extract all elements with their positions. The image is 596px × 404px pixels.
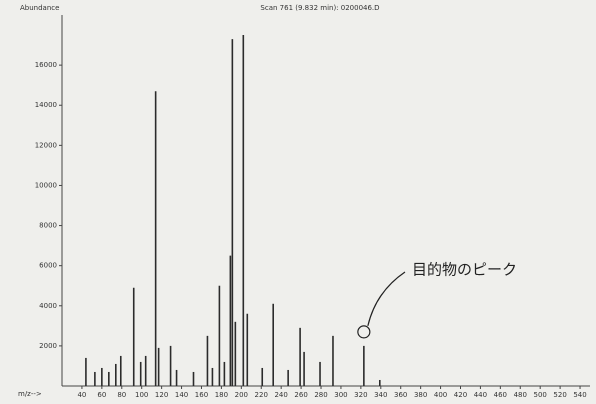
x-tick-label: 480 bbox=[514, 391, 527, 399]
x-tick-label: 260 bbox=[294, 391, 307, 399]
x-tick-label: 100 bbox=[135, 391, 148, 399]
y-tick-label: 16000 bbox=[35, 61, 57, 69]
y-tick-label: 14000 bbox=[35, 101, 57, 109]
y-axis-label: Abundance bbox=[20, 4, 59, 12]
x-tick-label: 80 bbox=[117, 391, 126, 399]
x-tick-label: 240 bbox=[274, 391, 287, 399]
x-tick-label: 420 bbox=[454, 391, 467, 399]
x-tick-label: 520 bbox=[553, 391, 566, 399]
x-tick-label: 200 bbox=[235, 391, 248, 399]
x-tick-label: 500 bbox=[534, 391, 547, 399]
y-tick-label: 4000 bbox=[39, 302, 57, 310]
y-tick-label: 12000 bbox=[35, 141, 57, 149]
y-tick-label: 6000 bbox=[39, 262, 57, 270]
x-tick-label: 120 bbox=[155, 391, 168, 399]
page: {"chart_data": { "type": "bar", "title":… bbox=[0, 0, 596, 404]
x-tick-label: 180 bbox=[215, 391, 228, 399]
x-tick-label: 280 bbox=[314, 391, 327, 399]
y-tick-label: 8000 bbox=[39, 222, 57, 230]
y-tick-label: 2000 bbox=[39, 342, 57, 350]
x-tick-label: 160 bbox=[195, 391, 208, 399]
x-tick-label: 220 bbox=[255, 391, 268, 399]
x-tick-label: 40 bbox=[77, 391, 86, 399]
y-tick-label: 10000 bbox=[35, 181, 57, 189]
x-tick-label: 360 bbox=[394, 391, 407, 399]
annotation: 目的物のピーク bbox=[412, 261, 517, 279]
x-tick-label: 300 bbox=[334, 391, 347, 399]
x-tick-label: 320 bbox=[354, 391, 367, 399]
x-axis-label: m/z--> bbox=[18, 390, 42, 398]
background bbox=[0, 0, 596, 404]
chart: Abundance Scan 761 (9.832 min): 0200046.… bbox=[0, 0, 596, 404]
x-tick-label: 460 bbox=[494, 391, 507, 399]
x-tick-label: 540 bbox=[573, 391, 586, 399]
x-tick-label: 400 bbox=[434, 391, 447, 399]
x-tick-label: 140 bbox=[175, 391, 188, 399]
x-tick-label: 380 bbox=[414, 391, 427, 399]
chart-title: Scan 761 (9.832 min): 0200046.D bbox=[260, 4, 379, 12]
x-tick-label: 340 bbox=[374, 391, 387, 399]
x-tick-label: 440 bbox=[474, 391, 487, 399]
x-tick-label: 60 bbox=[97, 391, 106, 399]
